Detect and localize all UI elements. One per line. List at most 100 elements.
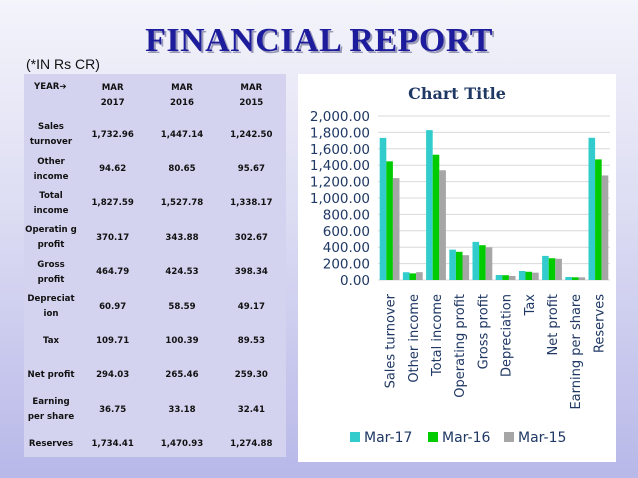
table-row: Operatin g profit 370.17 343.88 302.67 <box>24 221 286 255</box>
table-cell: 60.97 <box>99 301 127 312</box>
y-tick-label: 1,200.00 <box>310 175 370 191</box>
table-cell: 398.34 <box>234 267 268 278</box>
bar <box>588 137 596 280</box>
table-cell: 1,470.93 <box>160 439 204 450</box>
bar <box>402 272 410 280</box>
legend-label: Mar-15 <box>518 430 566 446</box>
x-tick-label: Earning per share <box>569 294 584 410</box>
bar <box>542 255 549 280</box>
row-label: Tax <box>42 336 60 347</box>
bar <box>479 245 486 280</box>
table-cell: 1,732.96 <box>91 129 134 140</box>
table-row: Other income 94.62 80.65 95.67 <box>24 152 286 186</box>
y-tick-label: 0.00 <box>340 273 370 289</box>
bar <box>601 175 609 280</box>
table-cell: 343.88 <box>165 232 199 243</box>
table-cell: 49.17 <box>237 301 265 312</box>
table-cell: 1,447.14 <box>160 129 204 140</box>
legend-swatch <box>350 432 360 442</box>
table-cell: 1,338.17 <box>230 198 273 209</box>
y-tick-label: 2,000.00 <box>310 109 370 125</box>
legend-label: Mar-17 <box>364 430 412 446</box>
bar <box>462 255 470 280</box>
bar <box>449 249 456 280</box>
x-tick-label: Tax <box>523 294 538 317</box>
table-row: Earning per share 36.75 33.18 32.41 <box>24 393 286 427</box>
bar <box>416 272 423 280</box>
bar <box>565 276 572 280</box>
y-tick-label: 1,800.00 <box>310 125 370 141</box>
bar <box>485 247 493 280</box>
table-row: Tax 109.71 100.39 89.53 <box>24 324 286 358</box>
bar <box>518 271 526 280</box>
table-row: Net profit 294.03 265.46 259.30 <box>24 359 286 393</box>
table-cell: 94.62 <box>99 164 127 175</box>
row-label: Net profit <box>27 370 75 381</box>
x-tick-label: Sales turnover <box>384 293 399 388</box>
bar <box>555 258 562 280</box>
bar <box>595 159 602 280</box>
bar <box>392 178 400 280</box>
row-label: Depreciat ion <box>27 294 75 320</box>
y-tick-label: 800.00 <box>323 207 370 223</box>
row-label: Other income <box>33 156 69 182</box>
table-cell: 100.39 <box>165 336 199 347</box>
legend-swatch <box>504 432 514 442</box>
bar <box>455 251 463 280</box>
table-cell: 1,527.78 <box>160 198 204 209</box>
table-row: Sales turnover 1,732.96 1,447.14 1,242.5… <box>24 118 286 152</box>
bar <box>578 277 586 280</box>
chart-title: Chart Title <box>408 84 506 103</box>
bar <box>472 241 480 280</box>
table-cell: 294.03 <box>96 370 130 381</box>
column-header: MAR 2017 <box>100 83 125 108</box>
column-header: MAR 2015 <box>239 83 264 108</box>
bar <box>439 170 446 280</box>
table-cell: 1,734.41 <box>91 439 134 450</box>
bar <box>432 154 440 280</box>
bar-chart: Chart Title 0.00200.00400.00600.00800.00… <box>310 84 610 446</box>
table-row: Gross profit 464.79 424.53 398.34 <box>24 256 286 290</box>
row-label: Operatin g profit <box>25 225 77 251</box>
financial-table: YEAR➔ MAR 2017 MAR 2016 MAR 2015 Sales turn… <box>24 74 286 457</box>
bar <box>502 275 509 280</box>
table-cell: 424.53 <box>165 267 199 278</box>
x-tick-label: Net profit <box>546 294 561 356</box>
bar <box>379 137 387 280</box>
legend-swatch <box>428 432 438 442</box>
table-cell: 302.67 <box>234 232 268 243</box>
bar <box>525 271 533 280</box>
row-label: Earning per share <box>27 397 75 423</box>
table-cell: 89.53 <box>237 336 265 347</box>
y-tick-label: 400.00 <box>323 240 370 256</box>
x-tick-label: Operating profit <box>453 294 468 398</box>
row-label: Reserves <box>28 439 74 450</box>
y-tick-label: 1,000.00 <box>310 191 370 207</box>
y-tick-label: 1,600.00 <box>310 142 370 158</box>
table-row: Total income 1,827.59 1,527.78 1,338.17 <box>24 187 286 221</box>
x-tick-label: Other income <box>407 294 422 383</box>
bar <box>426 130 433 280</box>
row-label: Gross profit <box>37 259 65 285</box>
unit-note: (*IN Rs CR) <box>26 56 100 72</box>
slide-title: FINANCIAL REPORT <box>145 22 493 59</box>
table-cell: 80.65 <box>168 164 196 175</box>
table-cell: 33.18 <box>168 404 196 415</box>
bar <box>495 275 503 280</box>
bar <box>548 258 556 280</box>
bar <box>532 272 539 280</box>
x-tick-label: Depreciation <box>500 294 515 377</box>
table-cell: 58.59 <box>168 301 196 312</box>
table-cell: 1,827.59 <box>91 198 134 209</box>
y-tick-label: 200.00 <box>323 257 370 273</box>
table-header-row: YEAR➔ MAR 2017 MAR 2016 MAR 2015 <box>24 74 286 118</box>
y-tick-label: 600.00 <box>323 224 370 240</box>
legend-label: Mar-16 <box>442 430 490 446</box>
table-cell: 1,274.88 <box>230 439 273 450</box>
column-header: MAR 2016 <box>170 83 194 108</box>
table-cell: 95.67 <box>237 164 265 175</box>
x-tick-label: Gross profit <box>476 294 491 369</box>
bar <box>571 277 579 280</box>
bar <box>409 273 417 280</box>
row-label: Total income <box>33 190 69 216</box>
